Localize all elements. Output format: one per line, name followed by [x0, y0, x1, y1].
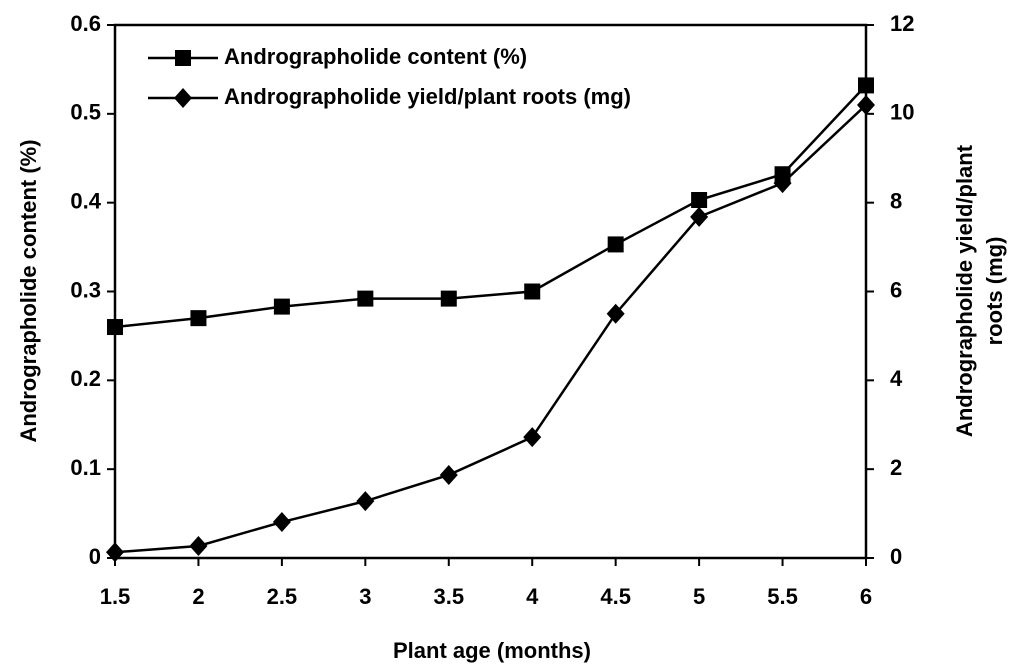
y2-tick-label: 2: [890, 455, 902, 480]
y2-tick-label: 12: [890, 11, 914, 36]
marker: [106, 542, 124, 563]
x-tick-label: 5: [693, 584, 705, 609]
y-tick-label: 0: [89, 544, 101, 569]
x-tick-label: 3.5: [433, 584, 464, 609]
marker: [272, 512, 291, 533]
y2-tick-label: 10: [890, 100, 914, 125]
x-tick-label: 4: [526, 584, 539, 609]
y2-axis-label: Andrographolide yield/plant: [952, 144, 977, 437]
legend-label: Andrographolide yield/plant roots (mg): [224, 84, 631, 109]
x-tick-label: 3: [359, 584, 371, 609]
marker: [440, 290, 457, 307]
y2-tick-label: 4: [890, 366, 903, 391]
y-tick-label: 0.3: [70, 277, 101, 302]
x-tick-label: 4.5: [600, 584, 631, 609]
x-tick-label: 1.5: [100, 584, 131, 609]
marker: [607, 236, 624, 253]
marker: [174, 88, 192, 108]
marker: [523, 427, 542, 448]
marker: [606, 303, 625, 324]
marker: [273, 298, 290, 315]
x-axis-label: Plant age (months): [393, 638, 591, 663]
marker: [175, 50, 191, 66]
y-tick-label: 0.1: [70, 455, 101, 480]
y2-tick-label: 8: [890, 188, 902, 213]
series-line: [114, 104, 867, 554]
marker: [190, 310, 207, 327]
y2-tick-label: 6: [890, 277, 902, 302]
x-tick-label: 2.5: [267, 584, 298, 609]
marker: [857, 94, 875, 115]
x-tick-label: 5.5: [767, 584, 798, 609]
y2-axis-label: roots (mg): [982, 237, 1007, 346]
marker: [690, 206, 709, 227]
y-tick-label: 0.5: [70, 100, 101, 125]
y2-tick-label: 0: [890, 544, 902, 569]
marker: [356, 491, 375, 512]
x-tick-label: 2: [192, 584, 204, 609]
legend-label: Andrographolide content (%): [224, 44, 527, 69]
y-tick-label: 0.6: [70, 11, 101, 36]
marker: [107, 319, 123, 336]
marker: [858, 77, 874, 94]
y-axis-label: Andrographolide content (%): [16, 139, 41, 442]
marker: [439, 464, 458, 485]
marker: [691, 192, 708, 209]
series-line: [114, 84, 867, 329]
marker: [189, 536, 208, 557]
x-tick-label: 6: [860, 584, 872, 609]
marker: [773, 173, 792, 194]
marker: [524, 283, 541, 300]
y-tick-label: 0.2: [70, 366, 101, 391]
y-tick-label: 0.4: [70, 188, 101, 213]
marker: [357, 290, 374, 307]
